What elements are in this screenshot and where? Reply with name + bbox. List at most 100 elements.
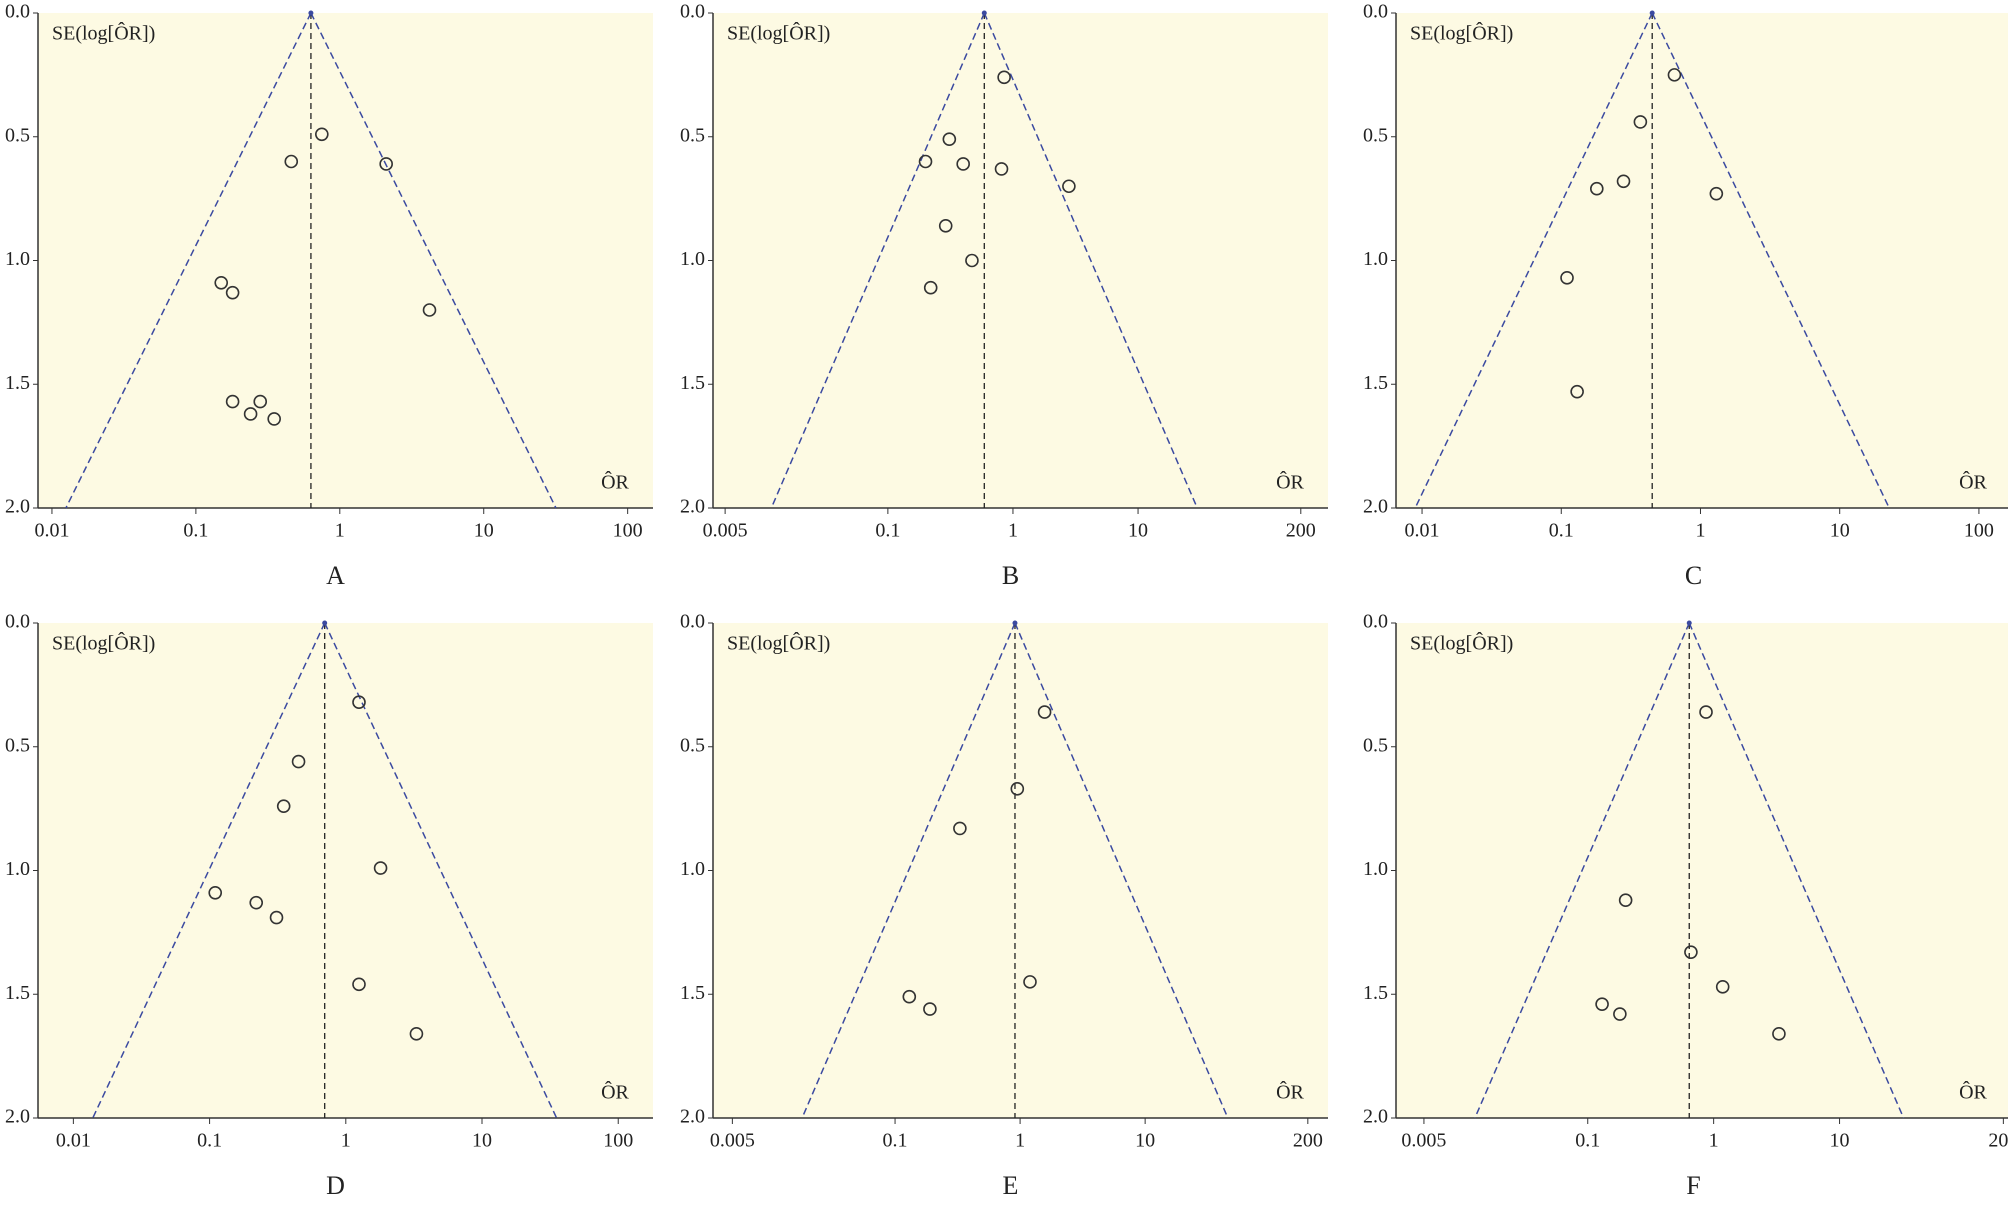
- data-point: [938, 219, 953, 233]
- y-tick-label: 0.0: [1363, 1, 1388, 23]
- data-point: [379, 157, 393, 171]
- y-tick-label: 1.5: [1363, 372, 1388, 394]
- data-point: [284, 154, 299, 169]
- x-axis-label: ÔR: [601, 1080, 629, 1104]
- data-point: [1613, 1007, 1627, 1021]
- data-point: [1772, 1027, 1786, 1041]
- y-tick-label: 0.0: [5, 1, 30, 23]
- y-tick-label: 0.5: [5, 124, 30, 146]
- x-tick-label: 1: [1008, 520, 1018, 542]
- x-tick-label: 100: [603, 1130, 633, 1152]
- funnel-left: [1414, 12, 1653, 509]
- apex: [322, 620, 328, 626]
- data-point: [269, 910, 284, 925]
- x-tick-label: 10: [1135, 1130, 1155, 1152]
- plot-background: [38, 13, 653, 508]
- funnel-left: [770, 12, 985, 509]
- x-axis-label: ÔR: [1276, 470, 1304, 494]
- x-tick-label: 0.1: [883, 1130, 908, 1152]
- y-tick-label: 2.0: [1363, 1106, 1388, 1128]
- y-tick-label: 2.0: [1363, 496, 1388, 518]
- data-point: [249, 895, 264, 910]
- data-point: [422, 303, 437, 317]
- x-tick-label: 10: [1830, 1130, 1850, 1152]
- x-tick-label: 0.1: [1549, 520, 1574, 542]
- data-point: [267, 412, 281, 426]
- x-tick-label: 10: [474, 520, 494, 542]
- panel-letter: D: [326, 1171, 345, 1200]
- x-tick-label: 0.01: [1405, 520, 1440, 542]
- data-point: [291, 754, 306, 769]
- funnel-left: [1474, 622, 1690, 1119]
- funnel-right: [310, 12, 557, 509]
- panel-letter: C: [1685, 561, 1702, 590]
- funnel-right: [1014, 622, 1229, 1119]
- y-axis-label: SE(log[ÔR]): [727, 21, 830, 45]
- data-point: [1667, 68, 1682, 82]
- y-tick-label: 1.0: [1363, 858, 1388, 880]
- data-point: [918, 154, 933, 169]
- x-axis-label: ÔR: [601, 470, 629, 494]
- y-axis-label: SE(log[ÔR]): [52, 21, 155, 45]
- x-tick-label: 200: [1988, 1130, 2008, 1152]
- panel-letter: B: [1002, 561, 1019, 590]
- data-point: [352, 695, 366, 710]
- apex: [1012, 620, 1018, 626]
- x-tick-label: 0.01: [34, 520, 69, 542]
- data-point: [276, 799, 291, 813]
- panel: 0.0 0.5 1.0 1.5 2.00.005 0.1 1 10 200 SE(log[ÔR])…: [680, 1, 1328, 590]
- data-point: [1616, 174, 1631, 189]
- plot-background: [1396, 13, 2008, 508]
- data-point: [214, 275, 229, 290]
- x-tick-label: 1: [1695, 520, 1705, 542]
- data-point: [208, 885, 223, 900]
- y-tick-label: 0.0: [5, 611, 30, 633]
- x-tick-label: 10: [1830, 520, 1850, 542]
- x-tick-label: 10: [472, 1130, 492, 1152]
- data-point: [225, 285, 240, 300]
- x-tick-label: 1: [335, 520, 345, 542]
- data-point: [923, 1002, 937, 1016]
- x-tick-label: 0.1: [1575, 1130, 1600, 1152]
- x-tick-label: 200: [1286, 520, 1316, 542]
- apex: [1686, 620, 1692, 626]
- y-tick-label: 1.0: [5, 858, 30, 880]
- y-tick-label: 0.5: [5, 734, 30, 756]
- data-point: [902, 989, 917, 1004]
- y-tick-label: 1.0: [680, 858, 705, 880]
- data-point: [965, 253, 979, 268]
- data-point: [942, 132, 957, 147]
- y-tick-label: 0.0: [680, 1, 705, 23]
- funnel-right: [1688, 622, 1905, 1119]
- data-point: [253, 394, 268, 409]
- data-point: [1062, 179, 1076, 194]
- panel-letter: A: [326, 561, 345, 590]
- y-axis-label: SE(log[ÔR]): [52, 631, 155, 655]
- panel: 0.0 0.5 1.0 1.5 2.00.005 0.1 1 10 200 SE(log[ÔR])…: [680, 611, 1328, 1200]
- funnel-left: [801, 622, 1016, 1119]
- y-tick-label: 0.5: [680, 124, 705, 146]
- data-point: [1023, 975, 1037, 989]
- plot-background: [1396, 623, 2008, 1118]
- data-point: [1715, 980, 1730, 994]
- x-axis-label: ÔR: [1959, 470, 1987, 494]
- y-tick-label: 0.5: [1363, 734, 1388, 756]
- funnel-left: [92, 622, 326, 1119]
- data-point: [1570, 384, 1584, 399]
- y-tick-label: 2.0: [5, 496, 30, 518]
- y-tick-label: 1.0: [5, 248, 30, 270]
- plot-background: [713, 13, 1328, 508]
- x-tick-label: 10: [1128, 520, 1148, 542]
- apex: [308, 10, 314, 16]
- panel-letter: F: [1686, 1171, 1700, 1200]
- data-point: [373, 861, 388, 875]
- apex: [1649, 10, 1655, 16]
- y-tick-label: 2.0: [680, 1106, 705, 1128]
- y-tick-label: 2.0: [5, 1106, 30, 1128]
- x-tick-label: 200: [1293, 1130, 1323, 1152]
- y-tick-label: 2.0: [680, 496, 705, 518]
- data-point: [1709, 186, 1724, 201]
- data-point: [1037, 705, 1052, 719]
- y-tick-label: 1.5: [680, 372, 705, 394]
